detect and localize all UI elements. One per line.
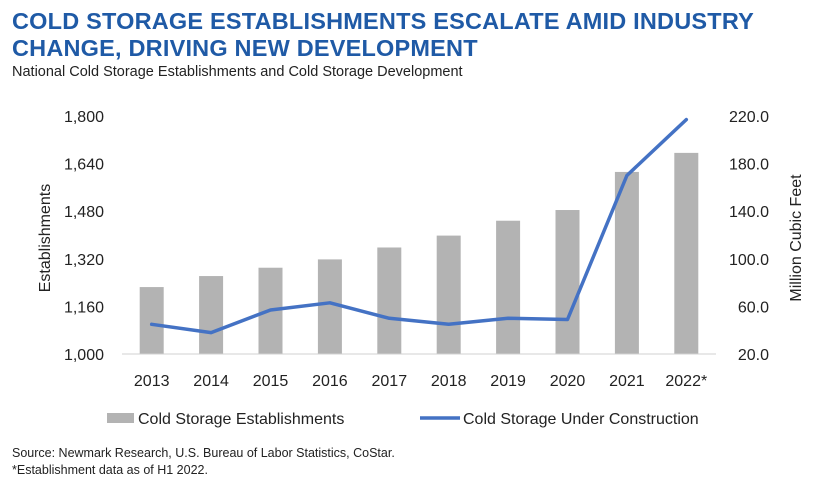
chart-title: COLD STORAGE ESTABLISHMENTS ESCALATE AMI… <box>12 8 802 62</box>
bar-2014 <box>199 276 224 354</box>
right-tick-label: 180.0 <box>729 157 769 174</box>
x-tick-label: 2016 <box>312 373 348 390</box>
legend-line-label: Cold Storage Under Construction <box>463 411 699 428</box>
right-tick-label: 60.0 <box>738 299 769 316</box>
right-axis-title: Million Cubic Feet <box>788 174 805 302</box>
bar-series <box>139 152 699 354</box>
construction-line <box>149 117 689 335</box>
left-tick-label: 1,800 <box>64 109 104 126</box>
x-tick-label: 2021 <box>609 373 645 390</box>
right-tick-label: 100.0 <box>729 252 769 269</box>
line-series <box>149 117 689 335</box>
right-tick-label: 220.0 <box>729 109 769 126</box>
left-tick-label: 1,640 <box>64 157 104 174</box>
title-line-1: COLD STORAGE ESTABLISHMENTS ESCALATE AMI… <box>12 8 754 34</box>
left-tick-label: 1,320 <box>64 252 104 269</box>
legend-bar-swatch <box>107 413 134 423</box>
x-tick-label: 2020 <box>550 373 586 390</box>
establishment-note: *Establishment data as of H1 2022. <box>12 463 208 477</box>
bar-2018 <box>436 235 461 354</box>
chart-subtitle: National Cold Storage Establishments and… <box>12 64 463 80</box>
legend: Cold Storage Establishments Cold Storage… <box>107 411 699 428</box>
legend-bar-label: Cold Storage Establishments <box>138 411 344 428</box>
right-tick-label: 140.0 <box>729 204 769 221</box>
x-tick-label: 2018 <box>431 373 467 390</box>
bar-2021 <box>614 171 639 354</box>
bar-2016 <box>317 259 342 354</box>
left-tick-label: 1,160 <box>64 299 104 316</box>
x-tick-label: 2014 <box>193 373 229 390</box>
left-axis-ticks: 1,000 1,160 1,320 1,480 1,640 1,800 <box>64 109 104 364</box>
x-tick-label: 2019 <box>490 373 526 390</box>
bar-2022 <box>674 152 699 354</box>
bar-2013 <box>139 287 164 354</box>
bar-2017 <box>377 247 402 354</box>
right-tick-label: 20.0 <box>738 347 769 364</box>
left-tick-label: 1,000 <box>64 347 104 364</box>
source-note: Source: Newmark Research, U.S. Bureau of… <box>12 446 395 460</box>
x-tick-label: 2022* <box>665 373 707 390</box>
left-axis-title: Establishments <box>37 184 54 293</box>
right-axis-ticks: 20.0 60.0 100.0 140.0 180.0 220.0 <box>729 109 769 364</box>
x-tick-label: 2013 <box>134 373 170 390</box>
bar-2020 <box>555 210 580 354</box>
left-tick-label: 1,480 <box>64 204 104 221</box>
x-tick-label: 2017 <box>372 373 408 390</box>
x-tick-label: 2015 <box>253 373 289 390</box>
x-axis-ticks: 2013 2014 2015 2016 2017 2018 2019 2020 2021 2022… <box>134 373 707 390</box>
title-line-2: CHANGE, DRIVING NEW DEVELOPMENT <box>12 35 478 61</box>
bar-2019 <box>496 220 521 354</box>
